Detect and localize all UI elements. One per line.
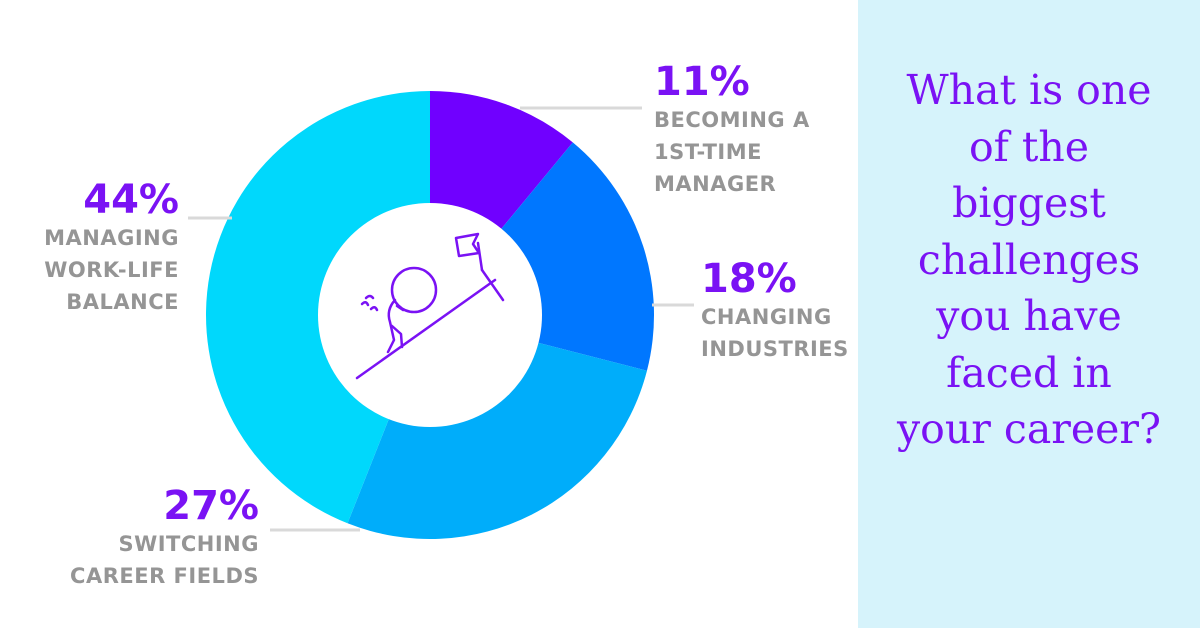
pct-managing-work-life: 44%: [83, 177, 179, 223]
category-switching-career: SWITCHING CAREER FIELDS: [70, 532, 259, 588]
label-switching-career: 27% SWITCHING CAREER FIELDS: [70, 484, 259, 592]
person-pushing-boulder-uphill-icon: [355, 232, 505, 380]
donut-chart: [188, 91, 694, 539]
slice-managing-work-life: [205, 91, 430, 524]
question-text: What is one of the biggest challenges yo…: [897, 66, 1161, 453]
category-managing-work-life: MANAGING WORK-LIFE BALANCE: [44, 226, 179, 314]
question-panel: What is one of the biggest challenges yo…: [858, 0, 1200, 628]
label-changing-industries: 18% CHANGING INDUSTRIES: [701, 257, 849, 365]
label-becoming-manager: 11% BECOMING A 1ST-TIME MANAGER: [654, 60, 810, 200]
pct-changing-industries: 18%: [701, 256, 797, 302]
category-becoming-manager: BECOMING A 1ST-TIME MANAGER: [654, 108, 810, 196]
category-changing-industries: CHANGING INDUSTRIES: [701, 305, 849, 361]
pct-switching-career: 27%: [163, 483, 259, 529]
donut-hole: [318, 203, 542, 427]
pct-becoming-manager: 11%: [654, 59, 750, 105]
label-managing-work-life: 44% MANAGING WORK-LIFE BALANCE: [44, 178, 179, 318]
